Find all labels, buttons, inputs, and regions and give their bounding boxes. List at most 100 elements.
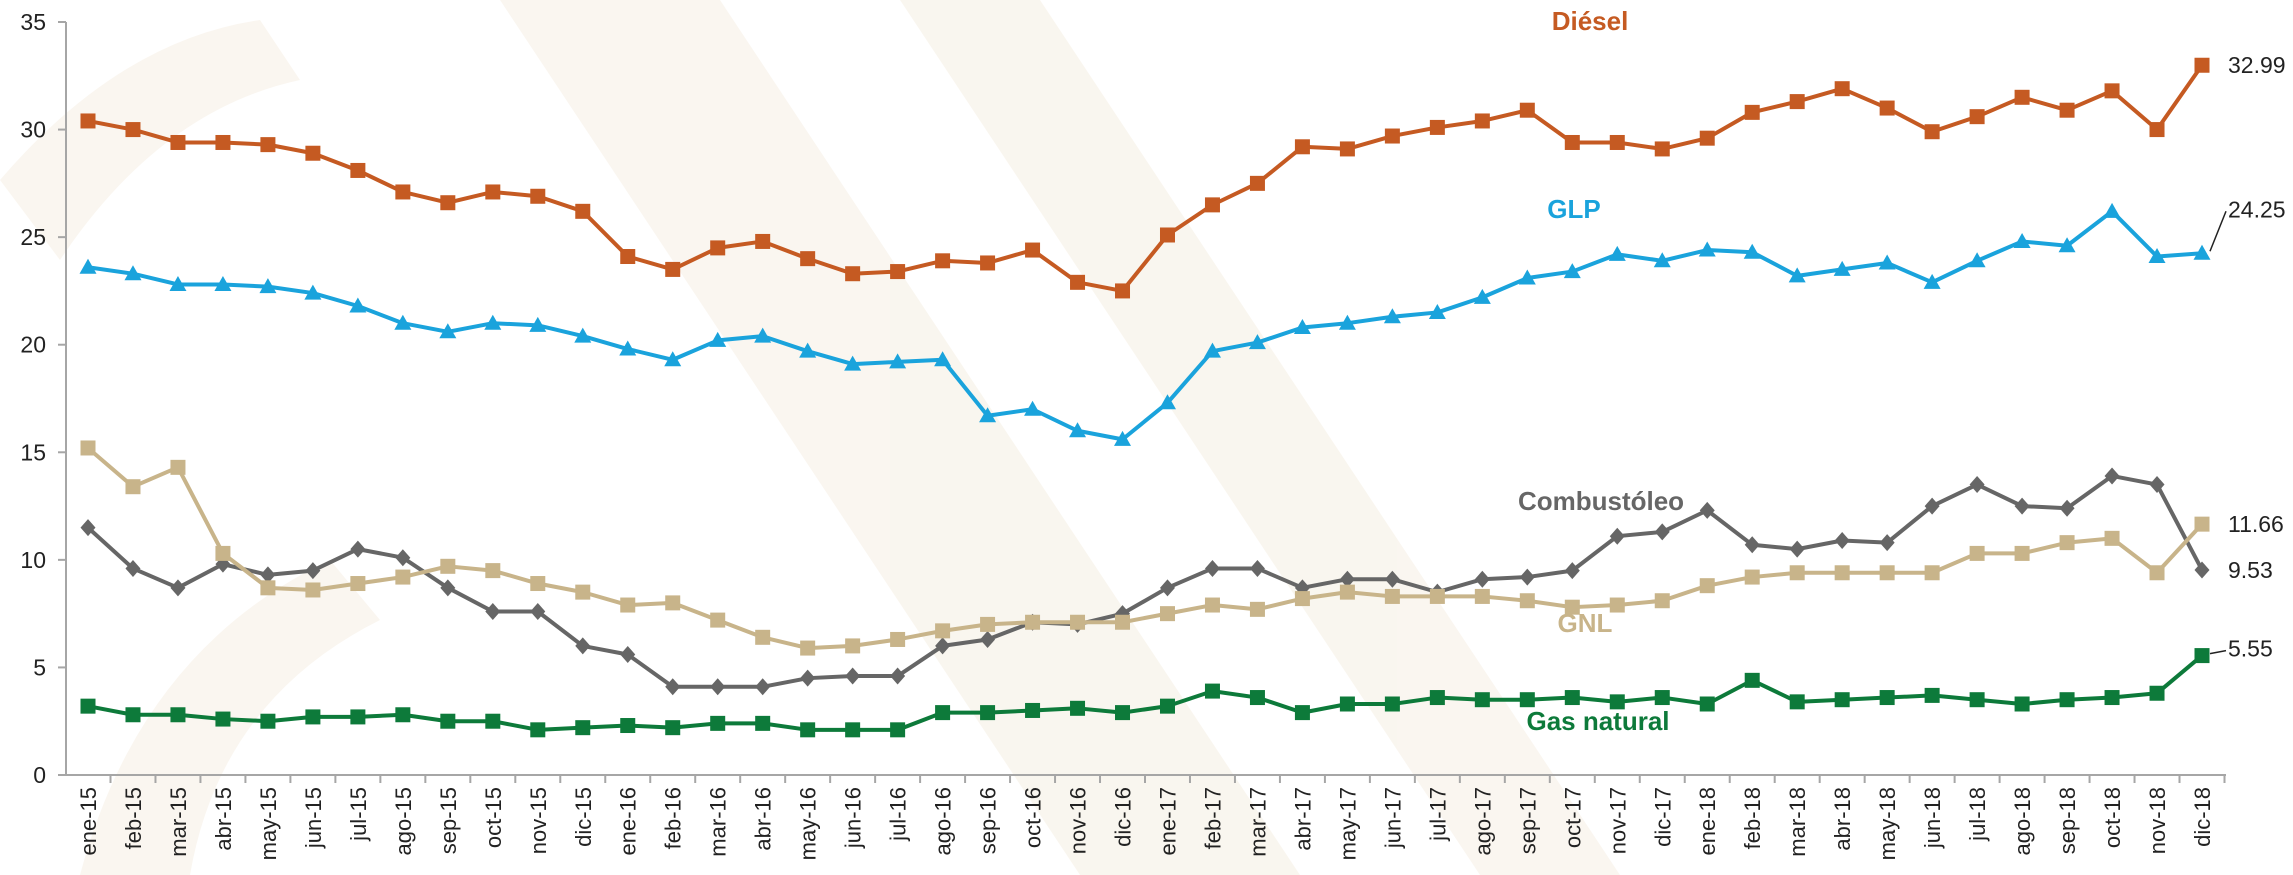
- data-point: [260, 580, 275, 595]
- x-tick-label: feb-17: [1200, 787, 1225, 849]
- background-watermark: [0, 0, 1620, 875]
- data-point: [1970, 109, 1985, 124]
- data-point: [1250, 176, 1265, 191]
- x-tick-label: mar-18: [1785, 787, 1810, 857]
- data-point: [755, 716, 770, 731]
- data-point: [800, 251, 815, 266]
- data-point: [215, 712, 230, 727]
- data-point: [1970, 692, 1985, 707]
- data-point: [2015, 90, 2030, 105]
- data-point: [1520, 692, 1535, 707]
- data-point: [1250, 560, 1265, 577]
- data-point: [2060, 103, 2075, 118]
- data-point: [665, 595, 680, 610]
- data-point: [2105, 83, 2120, 98]
- data-point: [1475, 571, 1490, 588]
- data-point: [1655, 141, 1670, 156]
- series-label: GNL: [1558, 608, 1613, 638]
- data-point: [395, 549, 410, 566]
- x-tick-label: nov-18: [2145, 787, 2170, 854]
- data-point: [1925, 688, 1940, 703]
- x-tick-label: feb-15: [121, 787, 146, 849]
- data-point: [2105, 690, 2120, 705]
- x-tick-label: jun-18: [1920, 787, 1945, 849]
- data-point: [1295, 591, 1310, 606]
- data-point: [845, 266, 860, 281]
- data-point: [710, 613, 725, 628]
- data-point: [1520, 103, 1535, 118]
- data-point: [620, 249, 635, 264]
- y-tick-label: 0: [33, 762, 46, 788]
- x-tick-label: oct-17: [1560, 787, 1585, 848]
- data-point: [575, 585, 590, 600]
- x-tick-label: dic-15: [571, 787, 596, 847]
- data-point: [530, 576, 545, 591]
- data-point: [440, 579, 455, 596]
- data-point: [1655, 690, 1670, 705]
- data-point: [305, 146, 320, 161]
- data-point: [1520, 593, 1535, 608]
- data-point: [1970, 546, 1985, 561]
- data-point: [1925, 565, 1940, 580]
- data-point: [1880, 565, 1895, 580]
- data-point: [1475, 589, 1490, 604]
- x-tick-label: abr-18: [1830, 787, 1855, 851]
- data-point: [485, 184, 500, 199]
- data-point: [2060, 535, 2075, 550]
- data-point: [485, 714, 500, 729]
- data-point: [1070, 701, 1085, 716]
- data-point: [1430, 589, 1445, 604]
- data-point: [1250, 602, 1265, 617]
- data-point: [890, 668, 905, 685]
- data-point: [1430, 690, 1445, 705]
- data-point: [1250, 690, 1265, 705]
- x-tick-label: abr-17: [1290, 787, 1315, 851]
- data-point: [215, 546, 230, 561]
- x-tick-label: ago-18: [2010, 787, 2035, 856]
- data-point: [2015, 546, 2030, 561]
- data-point: [1790, 541, 1805, 558]
- data-point: [81, 699, 96, 714]
- x-tick-label: dic-17: [1650, 787, 1675, 847]
- series-label: Diésel: [1552, 6, 1629, 36]
- data-point: [530, 189, 545, 204]
- x-tick-label: dic-18: [2190, 787, 2215, 847]
- x-tick-label: may-17: [1335, 787, 1360, 860]
- series-label: Combustóleo: [1518, 486, 1684, 516]
- data-point: [395, 570, 410, 585]
- x-tick-label: nov-17: [1605, 787, 1630, 854]
- x-tick-label: ene-18: [1695, 787, 1720, 856]
- data-point: [575, 720, 590, 735]
- data-point: [1205, 560, 1220, 577]
- data-point: [395, 184, 410, 199]
- data-point: [1385, 697, 1400, 712]
- data-point: [215, 135, 230, 150]
- x-tick-label: ene-16: [616, 787, 641, 856]
- data-point: [1700, 697, 1715, 712]
- data-point: [1700, 578, 1715, 593]
- page: {"chart_data": {"type": "line", "categor…: [0, 0, 2293, 875]
- data-point: [305, 582, 320, 597]
- data-point: [1205, 598, 1220, 613]
- x-tick-label: feb-16: [661, 787, 686, 849]
- data-point: [1340, 141, 1355, 156]
- data-point: [1745, 673, 1760, 688]
- x-tick-label: oct-16: [1021, 787, 1046, 848]
- x-tick-label: mar-17: [1245, 787, 1270, 857]
- data-point: [800, 641, 815, 656]
- data-point: [890, 264, 905, 279]
- data-point: [935, 705, 950, 720]
- data-point: [350, 709, 365, 724]
- x-tick-label: jun-15: [301, 787, 326, 849]
- series-label: Gas natural: [1526, 706, 1669, 736]
- x-tick-label: feb-18: [1740, 787, 1765, 849]
- x-tick-label: sep-17: [1515, 787, 1540, 854]
- data-point: [1655, 523, 1670, 540]
- x-tick-label: sep-18: [2055, 787, 2080, 854]
- data-point: [845, 722, 860, 737]
- data-point: [1340, 585, 1355, 600]
- data-point: [81, 440, 96, 455]
- x-tick-label: ago-16: [931, 787, 956, 856]
- data-point: [710, 678, 725, 695]
- data-point: [2015, 498, 2030, 515]
